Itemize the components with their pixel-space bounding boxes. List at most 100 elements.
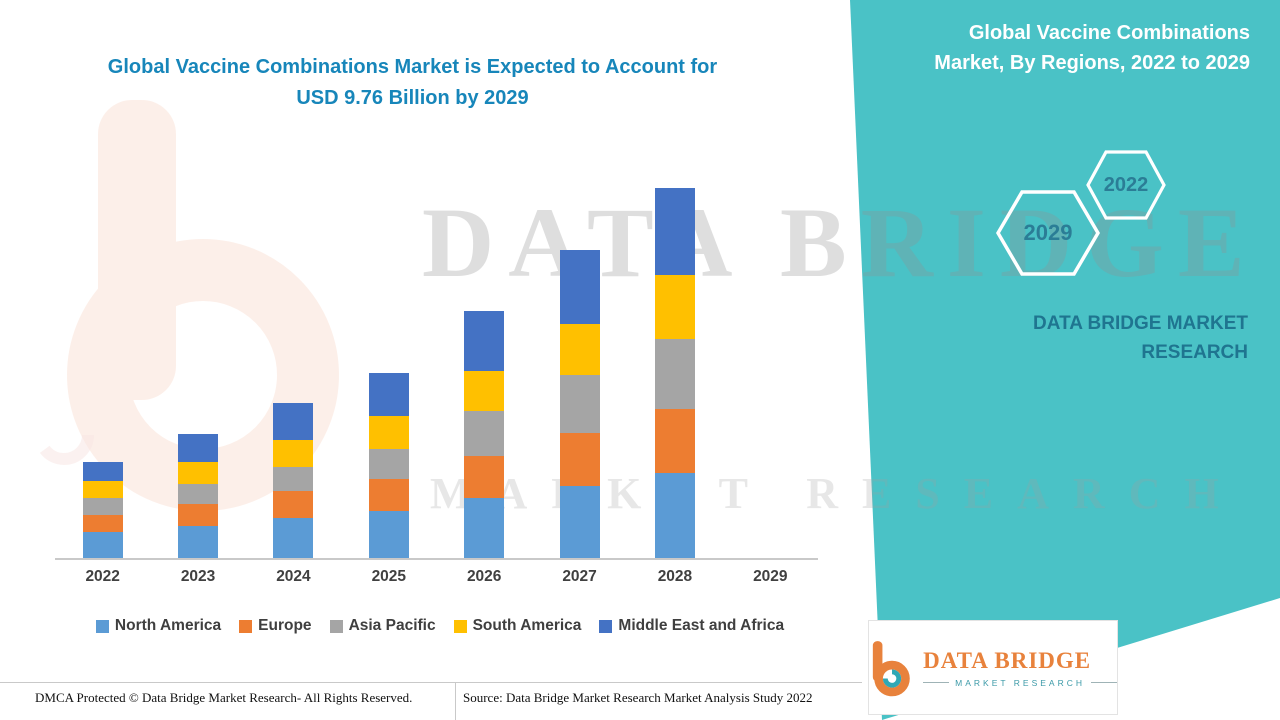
bar-2026 (464, 311, 505, 558)
bar-segment-2026-asia-pacific (464, 411, 505, 456)
logo-rule-left (923, 682, 950, 683)
hexagon-2022 (1086, 150, 1166, 220)
bar-segment-2027-middle-east-and-africa (559, 249, 600, 325)
bar-segment-2022-asia-pacific (82, 498, 123, 515)
bar-segment-2027-europe (559, 432, 600, 486)
bar-segment-2022-middle-east-and-africa (82, 462, 123, 482)
bar-slot-2026 (437, 180, 532, 558)
legend-item-europe: Europe (239, 617, 312, 635)
legend-swatch (453, 619, 467, 633)
bar-segment-2027-asia-pacific (559, 375, 600, 433)
footer-divider (455, 682, 456, 720)
bar-segment-2024-europe (273, 491, 314, 518)
logo-box: DATA BRIDGE MARKET RESEARCH (868, 620, 1118, 715)
footer-top-rule (0, 682, 862, 683)
watermark-data-bridge: DATA BRIDGE (422, 187, 1259, 298)
page-title-line2: USD 9.76 Billion by 2029 (296, 87, 529, 109)
bar-slot-2029 (723, 180, 818, 558)
logo-subtitle-row: MARKET RESEARCH (923, 678, 1117, 688)
legend-swatch (329, 619, 343, 633)
bar-segment-2028-north-america (654, 472, 695, 558)
bar-segment-2026-south-america (464, 370, 505, 412)
x-axis-label-2024: 2024 (276, 568, 311, 585)
bar-segment-2023-asia-pacific (178, 483, 219, 504)
bar-segment-2028-europe (654, 409, 695, 473)
x-axis-label-2022: 2022 (85, 568, 120, 585)
x-axis-label-2029: 2029 (753, 568, 788, 585)
legend-item-south-america: South America (453, 617, 582, 635)
bar-segment-2028-asia-pacific (654, 339, 695, 410)
legend-label: North America (114, 617, 222, 634)
bar-segment-2026-middle-east-and-africa (464, 311, 505, 371)
legend-swatch (239, 619, 253, 633)
panel-brand-text: DATA BRIDGE MARKET RESEARCH (918, 310, 1248, 367)
legend-swatch (599, 619, 613, 633)
bar-segment-2028-middle-east-and-africa (654, 188, 695, 276)
bar-segment-2026-north-america (464, 498, 505, 558)
bar-segment-2028-south-america (654, 275, 695, 339)
footer-source: Source: Data Bridge Market Research Mark… (463, 690, 813, 705)
bar-2022 (82, 462, 123, 558)
bar-segment-2024-middle-east-and-africa (273, 402, 314, 441)
footer-dmca: DMCA Protected © Data Bridge Market Rese… (35, 690, 413, 705)
x-axis-label-2027: 2027 (562, 568, 597, 585)
legend-label: Europe (258, 617, 312, 634)
logo-subtitle: MARKET RESEARCH (955, 677, 1085, 688)
bar-segment-2027-north-america (559, 485, 600, 558)
bar-2025 (368, 373, 409, 558)
bar-2024 (273, 402, 314, 558)
panel-title: Global Vaccine Combinations Market, By R… (934, 22, 1250, 74)
legend-label: South America (472, 617, 582, 634)
page-title-line1: Global Vaccine Combinations Market is Ex… (107, 56, 718, 78)
x-axis-label-2026: 2026 (466, 568, 502, 585)
bar-segment-2025-asia-pacific (368, 448, 409, 480)
bar-segment-2024-north-america (273, 517, 314, 558)
bar-segment-2024-south-america (273, 440, 314, 467)
legend-item-middle-east-and-africa: Middle East and Africa (599, 617, 784, 635)
logo-text: DATA BRIDGE MARKET RESEARCH (923, 648, 1117, 688)
legend-item-asia-pacific: Asia Pacific (329, 617, 436, 635)
bar-segment-2027-south-america (559, 324, 600, 376)
logo-rule-right (1091, 682, 1117, 683)
x-axis-label-2023: 2023 (180, 568, 216, 585)
x-axis-labels: 2022 2023 2024 2025 2026 2027 2028 2029 (55, 568, 818, 586)
bar-segment-2023-north-america (178, 526, 219, 558)
legend-label: Asia Pacific (348, 617, 436, 634)
legend-swatch (95, 619, 109, 633)
data-bridge-logo-icon (872, 640, 910, 696)
x-axis-label-2025: 2025 (371, 568, 407, 585)
bar-segment-2026-europe (464, 455, 505, 499)
stacked-bar-chart (55, 180, 818, 560)
bar-slot-2025 (341, 180, 436, 558)
bar-segment-2022-europe (82, 514, 123, 533)
panel-brand-line1: DATA BRIDGE MARKET (1033, 313, 1248, 334)
hexagon-2022-label: 2022 (1103, 173, 1149, 196)
bar-slot-2028 (627, 180, 722, 558)
legend-label: Middle East and Africa (618, 617, 785, 634)
bar-2027 (559, 249, 600, 558)
bar-slot-2027 (532, 180, 627, 558)
page-title: Global Vaccine Combinations Market is Ex… (55, 52, 770, 114)
bar-segment-2025-south-america (368, 416, 409, 449)
bar-segment-2023-south-america (178, 462, 219, 484)
panel-brand-line2: RESEARCH (1141, 341, 1248, 363)
bar-segment-2023-middle-east-and-africa (178, 434, 219, 463)
bar-slot-2022 (55, 180, 150, 558)
bar-2023 (178, 434, 219, 558)
bar-segment-2023-europe (178, 504, 219, 527)
bar-slot-2024 (246, 180, 341, 558)
x-axis-label-2028: 2028 (657, 568, 693, 585)
bar-2028 (654, 188, 695, 558)
chart-legend: North America Europe Asia Pacific South Ame… (50, 617, 830, 635)
bar-slot-2023 (150, 180, 245, 558)
bar-segment-2025-europe (368, 479, 409, 512)
hexagon-2029 (996, 190, 1100, 276)
bar-segment-2022-south-america (82, 481, 123, 499)
hexagon-2029-label: 2029 (1023, 220, 1073, 245)
bar-segment-2022-north-america (82, 532, 123, 558)
legend-item-north-america: North America (95, 617, 222, 635)
bar-segment-2025-middle-east-and-africa (368, 373, 409, 417)
logo-name: DATA BRIDGE (923, 647, 1092, 673)
